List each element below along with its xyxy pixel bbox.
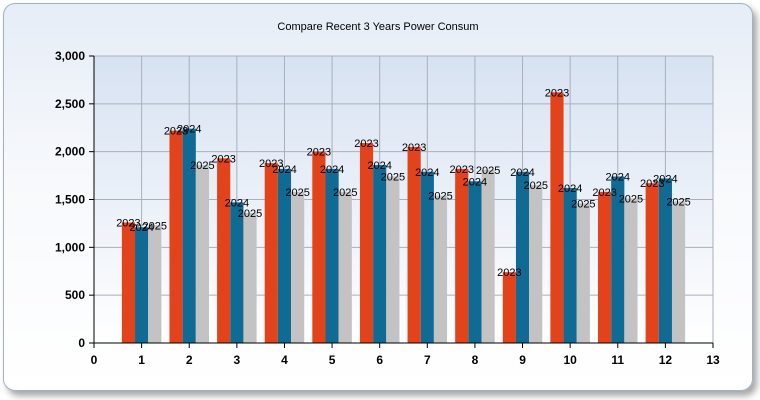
x-tick-label: 2 — [186, 353, 193, 367]
bar-2024-7 — [420, 171, 434, 343]
bar-2025-2 — [195, 165, 209, 343]
data-label: 2023 — [592, 187, 616, 199]
bars — [121, 92, 686, 343]
data-label: 2024 — [177, 124, 201, 136]
x-tick-label: 1 — [138, 353, 145, 367]
bar-2025-6 — [386, 176, 400, 343]
bar-2023-6 — [359, 143, 374, 343]
bar-2023-9 — [502, 272, 516, 343]
data-label: 2023 — [116, 217, 140, 229]
bar-2024-9 — [515, 171, 530, 343]
data-label: 2024 — [129, 222, 153, 234]
bar-2025-8 — [481, 169, 495, 343]
data-label: 2024 — [606, 172, 630, 184]
bar-2024-1 — [135, 227, 149, 343]
x-tick-label: 6 — [376, 353, 383, 367]
data-label: 2025 — [428, 191, 452, 203]
data-label: 2024 — [653, 173, 677, 185]
bar-2023-4 — [264, 163, 278, 343]
bar-2023-11 — [598, 191, 612, 343]
data-label: 2024 — [272, 164, 296, 176]
x-tick-label: 0 — [91, 353, 98, 367]
bar-2024-12 — [658, 178, 672, 343]
y-tick-label: 2,000 — [55, 145, 85, 159]
x-tick-label: 13 — [706, 353, 720, 367]
data-label: 2023 — [640, 178, 664, 190]
data-label: 2023 — [450, 164, 474, 176]
data-label: 2024 — [415, 167, 439, 179]
data-label: 2025 — [143, 220, 167, 232]
data-label: 2025 — [666, 196, 690, 208]
data-label: 2024 — [367, 160, 391, 172]
x-tick-label: 10 — [563, 353, 577, 367]
x-tick-label: 11 — [611, 353, 624, 367]
data-label: 2024 — [558, 183, 582, 195]
data-label: 2023 — [545, 87, 569, 99]
y-tick-label: 500 — [65, 288, 85, 302]
bar-2023-8 — [455, 168, 469, 343]
x-tick-label: 5 — [329, 353, 336, 367]
data-label: 2025 — [333, 187, 357, 199]
bar-2023-12 — [645, 183, 659, 343]
bar-2024-5 — [325, 168, 339, 343]
bar-2023-5 — [312, 151, 326, 343]
data-label: 2025 — [571, 198, 595, 210]
y-tick-label: 1,000 — [55, 240, 85, 254]
bar-2024-3 — [230, 202, 244, 343]
data-label: 2024 — [225, 197, 249, 209]
bar-2023-7 — [407, 146, 421, 343]
data-label: 2024 — [510, 167, 534, 179]
bar-2025-3 — [243, 212, 257, 343]
data-label: 2023 — [497, 267, 521, 279]
bar-2024-11 — [611, 176, 625, 343]
bar-2023-1 — [121, 222, 136, 343]
data-label: 2023 — [354, 138, 378, 150]
data-label: 2025 — [523, 180, 547, 192]
data-label: 2024 — [320, 164, 344, 176]
x-tick-label: 12 — [659, 353, 673, 367]
bar-2024-10 — [563, 188, 577, 343]
x-tick-label: 3 — [234, 353, 241, 367]
data-label: 2023 — [402, 142, 426, 154]
bar-2025-11 — [624, 198, 638, 343]
bar-2023-2 — [169, 130, 183, 343]
x-tick-label: 7 — [424, 353, 431, 367]
bar-2025-10 — [576, 203, 590, 343]
bar-2025-5 — [338, 191, 352, 343]
data-label: 2024 — [463, 176, 487, 188]
y-tick-label: 3,000 — [55, 49, 85, 63]
y-tick-label: 0 — [78, 336, 85, 350]
bar-2023-10 — [550, 92, 564, 343]
bar-2024-8 — [468, 181, 482, 343]
y-tick-label: 2,500 — [55, 97, 85, 111]
x-tick-label: 4 — [281, 353, 288, 367]
x-tick-label: 9 — [519, 353, 526, 367]
data-label: 2025 — [619, 194, 643, 206]
chart-title: Compare Recent 3 Years Power Consum — [277, 21, 478, 33]
data-label: 2025 — [476, 165, 500, 177]
data-label: 2025 — [238, 208, 262, 220]
bar-2023-3 — [217, 158, 231, 343]
data-label: 2023 — [259, 158, 283, 170]
x-tick-label: 8 — [472, 353, 479, 367]
bar-2024-2 — [182, 128, 196, 343]
bar-2024-4 — [277, 168, 292, 343]
bar-2025-7 — [433, 195, 448, 343]
data-labels: 2023202420252023202420252023202420252023… — [116, 87, 691, 279]
bar-2025-4 — [291, 191, 305, 343]
data-label: 2025 — [190, 160, 214, 172]
bar-2025-12 — [671, 201, 686, 343]
data-label: 2023 — [307, 147, 331, 159]
bar-2025-1 — [148, 225, 162, 343]
bar-2024-6 — [373, 165, 387, 343]
y-tick-label: 1,500 — [55, 193, 85, 207]
bar-2025-9 — [529, 185, 543, 343]
data-label: 2025 — [381, 172, 405, 184]
data-label: 2023 — [164, 126, 188, 138]
data-label: 2023 — [211, 153, 235, 165]
data-label: 2025 — [285, 187, 309, 199]
